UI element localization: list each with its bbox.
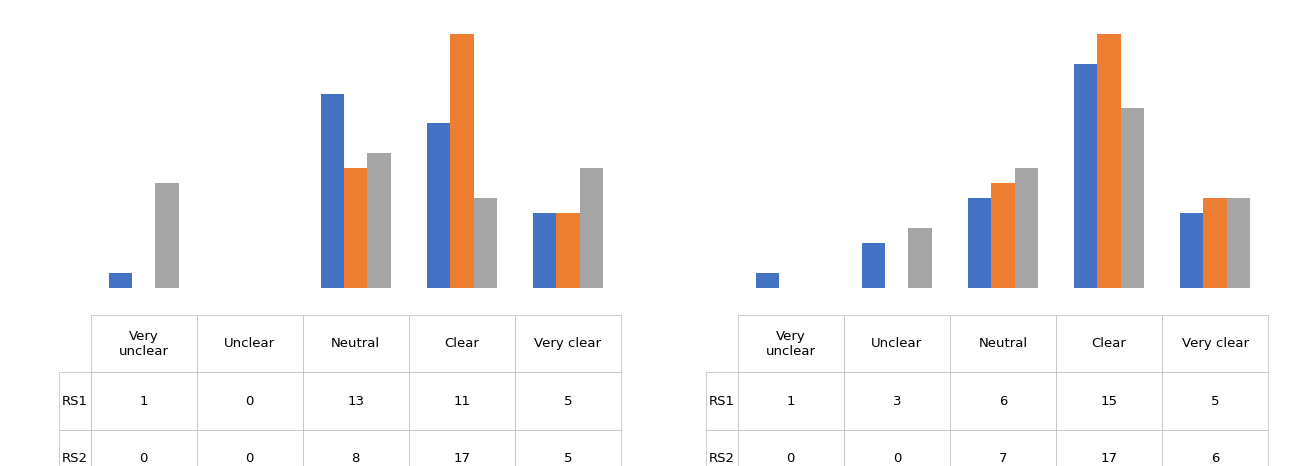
Bar	[556, 213, 580, 288]
Bar	[321, 94, 344, 288]
Bar	[533, 213, 556, 288]
Bar	[474, 199, 497, 288]
Bar	[450, 34, 474, 288]
Bar	[1227, 199, 1250, 288]
Bar	[756, 273, 779, 288]
Bar	[1121, 109, 1144, 288]
Bar	[1203, 199, 1227, 288]
Bar	[862, 243, 885, 288]
Bar	[1014, 168, 1038, 288]
Bar	[344, 168, 367, 288]
Bar	[1097, 34, 1121, 288]
Bar	[427, 123, 450, 288]
Bar	[968, 199, 991, 288]
Bar	[109, 273, 132, 288]
Bar	[1180, 213, 1203, 288]
Bar	[1074, 63, 1097, 288]
Bar	[580, 168, 603, 288]
Bar	[155, 184, 179, 288]
Bar	[367, 153, 391, 288]
Bar	[908, 228, 932, 288]
Bar	[991, 184, 1014, 288]
